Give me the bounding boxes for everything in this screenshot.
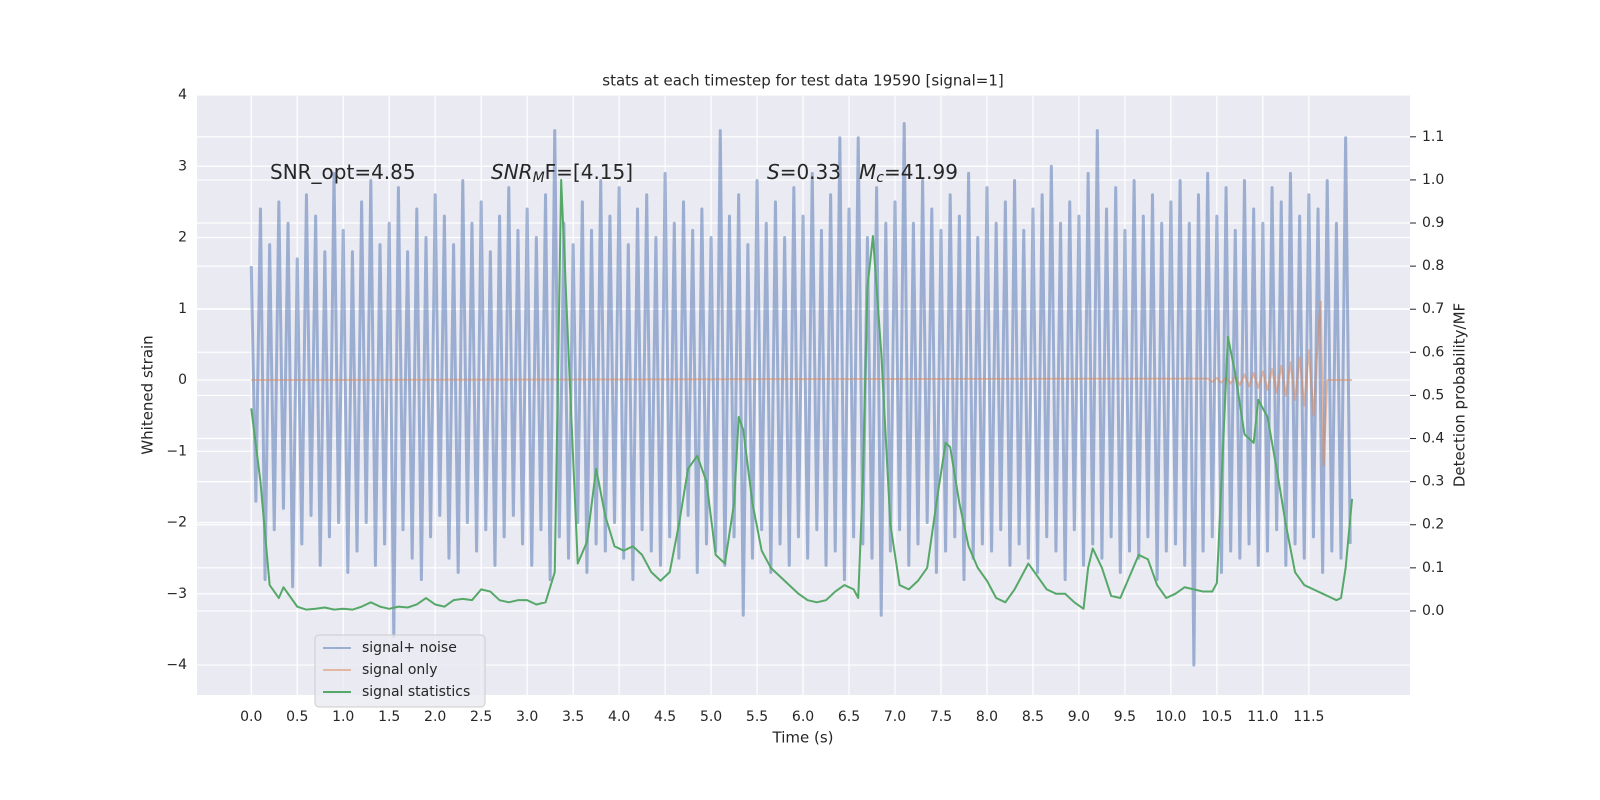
x-tick-label: 7.0 [884, 709, 906, 725]
annotation-part: =41.99 [884, 160, 958, 184]
y2-tick-label: 0.1 [1422, 560, 1444, 576]
y2-tick-label: 1.0 [1422, 172, 1444, 188]
y2-tick-label: 0.2 [1422, 517, 1444, 533]
annotation: Mc=41.99 [859, 160, 958, 187]
y-tick-label: 2 [178, 230, 187, 246]
y-tick-label: −3 [166, 586, 187, 602]
annotation-part: =0.33 [780, 160, 841, 184]
x-tick-label: 11.5 [1293, 709, 1324, 725]
x-tick-label: 0.5 [286, 709, 308, 725]
y2-tick-label: 0.5 [1422, 387, 1444, 403]
annotation-part: S [767, 160, 780, 184]
y2-tick-label: 0.6 [1422, 344, 1444, 360]
y-tick-label: 4 [178, 87, 187, 103]
x-tick-label: 5.0 [700, 709, 722, 725]
marks [249, 122, 1354, 667]
x-tick-label: 6.5 [838, 709, 860, 725]
x-tick-label: 0.0 [240, 709, 262, 725]
x-tick-label: 6.0 [792, 709, 814, 725]
annotation-part: SNR_opt=4.85 [270, 160, 416, 184]
x-tick-label: 2.0 [424, 709, 446, 725]
x-tick-label: 5.5 [746, 709, 768, 725]
y-axis-label: Whitened strain [139, 335, 157, 454]
y-tick-label: 3 [178, 158, 187, 174]
chart-title: stats at each timestep for test data 195… [602, 72, 1003, 90]
x-tick-label: 10.0 [1155, 709, 1186, 725]
y2-tick-label: 0.3 [1422, 474, 1444, 490]
legend-label: signal only [362, 662, 437, 678]
y2-tick-label: 1.1 [1422, 129, 1444, 145]
y-tick-label: −2 [166, 515, 187, 531]
legend-label: signal+ noise [362, 640, 457, 656]
y-tick-label: 0 [178, 372, 187, 388]
x-tick-label: 1.5 [378, 709, 400, 725]
x-tick-label: 1.0 [332, 709, 354, 725]
legend-box [314, 634, 486, 708]
labels: −4 −3 −2 −1 0 1 2 3 4 0.0 0.1 0.2 0.3 0.4 0.5 0.6 0.7 0.8… [166, 87, 1444, 725]
x-tick-label: 8.0 [976, 709, 998, 725]
x-tick-label: 7.5 [930, 709, 952, 725]
annotation: S=0.33 [767, 160, 841, 184]
annotation-part: c [876, 170, 884, 186]
y-tick-label: 1 [178, 301, 187, 317]
annotation-part: M [859, 160, 876, 184]
y-tick-label: −1 [166, 443, 187, 459]
annotation: SNRMF=[4.15] [491, 160, 633, 187]
x-tick-label: 9.0 [1068, 709, 1090, 725]
x-tick-label: 3.0 [516, 709, 538, 725]
x-tick-label: 11.0 [1247, 709, 1278, 725]
x-tick-label: 4.0 [608, 709, 630, 725]
y2-tick-label: 0.4 [1422, 431, 1444, 447]
annotation-part: SNR [491, 160, 533, 184]
series-line [250, 178, 1354, 611]
annotation: SNR_opt=4.85 [270, 160, 416, 184]
x-tick-label: 9.5 [1114, 709, 1136, 725]
y2-tick-label: 0.7 [1422, 301, 1444, 317]
y2-tick-label: 0.9 [1422, 215, 1444, 231]
legend-label: signal statistics [362, 684, 470, 700]
legend: signal+ noise signal only signal statistic… [314, 634, 486, 708]
annotation-part: F=[4.15] [545, 160, 633, 184]
x-axis-label: Time (s) [772, 729, 834, 747]
x-tick-label: 8.5 [1022, 709, 1044, 725]
x-tick-label: 10.5 [1201, 709, 1232, 725]
y2-tick-label: 0.0 [1422, 603, 1444, 619]
x-tick-label: 2.5 [470, 709, 492, 725]
x-tick-label: 4.5 [654, 709, 676, 725]
y2-tick-label: 0.8 [1422, 258, 1444, 274]
series-line [249, 122, 1352, 667]
x-tick-label: 3.5 [562, 709, 584, 725]
y-tick-label: −4 [166, 657, 187, 673]
y2-axis-label: Detection probability/MF [1451, 303, 1469, 487]
annotation-part: M [533, 170, 545, 186]
